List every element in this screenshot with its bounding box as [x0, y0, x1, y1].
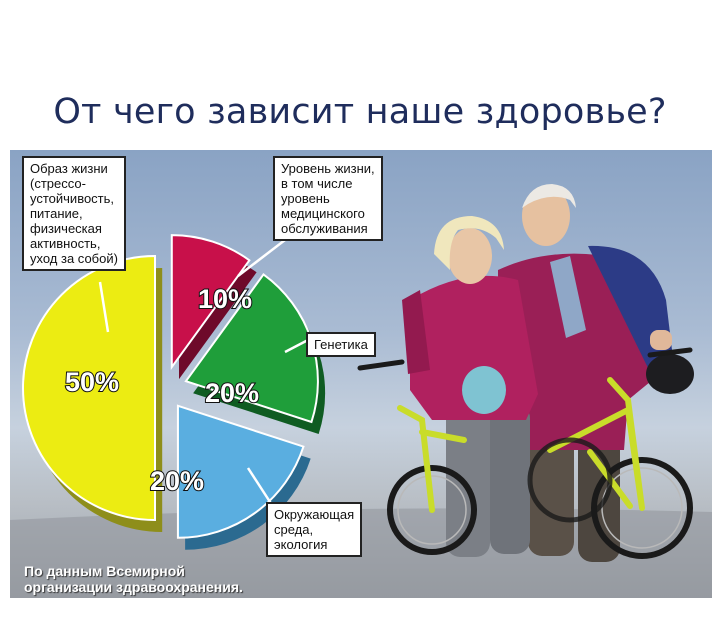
page-title: От чего зависит наше здоровье?	[53, 92, 667, 132]
legend-living-standard: Уровень жизни, в том числе уровень медиц…	[273, 156, 383, 241]
pie-slice-environment	[176, 404, 305, 539]
pie: 50% 10% 20% 20%	[22, 234, 326, 550]
bicycles	[357, 347, 693, 559]
slice-value-genetics: 20%	[205, 378, 259, 408]
legend-genetics: Генетика	[306, 332, 376, 357]
photo-panel: 50% 10% 20% 20% Образ жизни (стрессо- ус…	[10, 150, 712, 598]
photo-and-chart: 50% 10% 20% 20%	[10, 184, 712, 598]
couple-with-bicycles-photo	[402, 184, 694, 562]
legend-environment: Окружающая среда, экология	[266, 502, 363, 557]
pie-slice-living-standard	[170, 234, 251, 371]
legend-lifestyle: Образ жизни (стрессо- устойчивость, пита…	[22, 156, 126, 271]
slice-value-environment: 20%	[150, 466, 204, 496]
callout-pointers	[98, 239, 309, 506]
slice-value-living-standard: 10%	[198, 284, 252, 314]
source-note: По данным Всемирной организации здравоох…	[24, 563, 243, 595]
slice-value-lifestyle: 50%	[65, 367, 119, 397]
